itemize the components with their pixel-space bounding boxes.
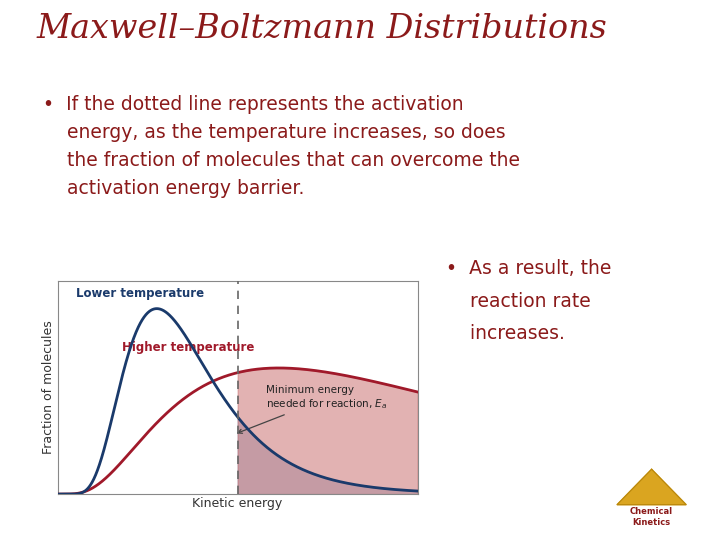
Text: activation energy barrier.: activation energy barrier. — [43, 179, 305, 198]
Text: •  If the dotted line represents the activation: • If the dotted line represents the acti… — [43, 94, 464, 113]
Text: Kinetics: Kinetics — [633, 518, 670, 526]
Text: Higher temperature: Higher temperature — [122, 341, 255, 354]
Text: Maxwell–Boltzmann Distributions: Maxwell–Boltzmann Distributions — [36, 14, 607, 45]
Text: Lower temperature: Lower temperature — [76, 287, 204, 300]
Text: •  As a result, the: • As a result, the — [446, 259, 612, 278]
Text: the fraction of molecules that can overcome the: the fraction of molecules that can overc… — [43, 151, 521, 170]
X-axis label: Kinetic energy: Kinetic energy — [192, 497, 283, 510]
Text: energy, as the temperature increases, so does: energy, as the temperature increases, so… — [43, 123, 506, 141]
Polygon shape — [617, 469, 686, 505]
Text: increases.: increases. — [446, 324, 565, 343]
Text: Minimum energy
needed for reaction, $E_a$: Minimum energy needed for reaction, $E_a… — [238, 385, 388, 433]
Text: reaction rate: reaction rate — [446, 292, 591, 310]
Y-axis label: Fraction of molecules: Fraction of molecules — [42, 321, 55, 454]
Text: Chemical: Chemical — [630, 507, 673, 516]
